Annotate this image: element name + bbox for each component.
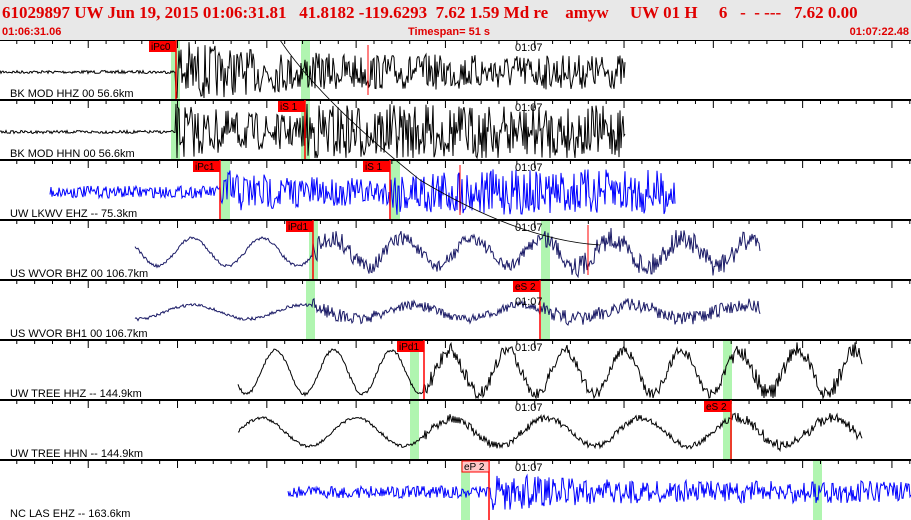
waveform [49,169,676,215]
pick-label: iPc0 [151,42,171,53]
pick-label: iPd1 [399,342,419,353]
station-label: US WVOR BH1 00 106.7km [10,328,148,340]
trace-panel[interactable]: eS 2 01:07 US WVOR BH1 00 106.7km [0,279,911,340]
trace-panel[interactable]: iPd1 01:07 US WVOR BHZ 00 106.7km [0,219,911,280]
event-title: 61029897 UW Jun 19, 2015 01:06:31.81 41.… [2,3,858,22]
pick-label: eS 2 [515,282,536,293]
phase-window-band [221,160,230,220]
pick-flag[interactable] [704,401,731,412]
time-tick-label: 01:07 [515,102,543,114]
phase-window-band [723,340,732,400]
pick-flag[interactable] [363,161,390,172]
time-tick-label: 01:07 [515,162,543,174]
station-label: BK MOD HHN 00 56.6km [10,148,135,160]
phase-window-band [461,460,470,520]
time-tick-label: 01:07 [515,42,543,54]
pick-flag[interactable] [397,341,424,352]
station-label: US WVOR BHZ 00 106.7km [10,268,148,280]
header-bar: 61029897 UW Jun 19, 2015 01:06:31.81 41.… [0,0,911,40]
pick-flag[interactable] [461,460,490,473]
station-label: NC LAS EHZ -- 163.6km [10,508,130,520]
pick-label: eS 2 [706,402,727,413]
seismogram-panels[interactable]: iPc0 01:07 BK MOD HHZ 00 56.6km iS 1 01:07 BK… [0,40,911,520]
waveform [0,103,626,160]
waveform [134,227,761,279]
waveform [0,42,626,99]
start-time: 01:06:31.06 [2,26,62,38]
station-label: UW TREE HHZ -- 144.9km [10,388,142,400]
waveform [237,412,863,453]
travel-time-curve [279,40,601,246]
time-tick-label: 01:07 [515,462,543,474]
station-label: BK MOD HHZ 00 56.6km [10,88,133,100]
pick-flag[interactable] [193,161,220,172]
trace-panel[interactable]: eP 2 01:07 NC LAS EHZ -- 163.6km [0,459,911,520]
end-time: 01:07:22.48 [849,26,909,38]
trace-panel[interactable]: eS 2 01:07 UW TREE HHN -- 144.9km [0,399,911,460]
pick-label: eP 2 [464,462,485,473]
pick-label: iPd1 [288,222,308,233]
trace-panel[interactable]: iS 1 01:07 BK MOD HHN 00 56.6km [0,99,911,160]
trace-panel[interactable]: iPd1 01:07 UW TREE HHZ -- 144.9km [0,339,911,400]
phase-window-band [410,340,419,400]
pick-label: iS 1 [280,102,298,113]
pick-label: iPc1 [195,162,215,173]
time-tick-label: 01:07 [515,342,543,354]
pick-flag[interactable] [149,41,176,52]
pick-flag[interactable] [286,221,313,232]
phase-window-band [541,220,550,280]
pick-flag[interactable] [513,281,540,292]
station-label: UW TREE HHN -- 144.9km [10,448,143,460]
trace-panel[interactable]: iPc0 01:07 BK MOD HHZ 00 56.6km [0,40,911,100]
trace-panel[interactable]: iPc1 iS 1 01:07 UW LKWV EHZ -- 75.3km [0,159,911,220]
waveform [287,473,911,510]
phase-window-band [723,400,732,460]
waveform [134,297,761,326]
pick-flag[interactable] [278,101,305,112]
phase-window-band [813,460,822,520]
time-tick-label: 01:07 [515,222,543,234]
phase-window-band [410,400,419,460]
station-label: UW LKWV EHZ -- 75.3km [10,208,137,220]
time-tick-label: 01:07 [515,296,543,308]
waveform [237,341,863,400]
phase-window-band [306,280,315,340]
pick-label: iS 1 [365,162,383,173]
timespan: Timespan= 51 s [408,26,491,38]
time-tick-label: 01:07 [515,402,543,414]
